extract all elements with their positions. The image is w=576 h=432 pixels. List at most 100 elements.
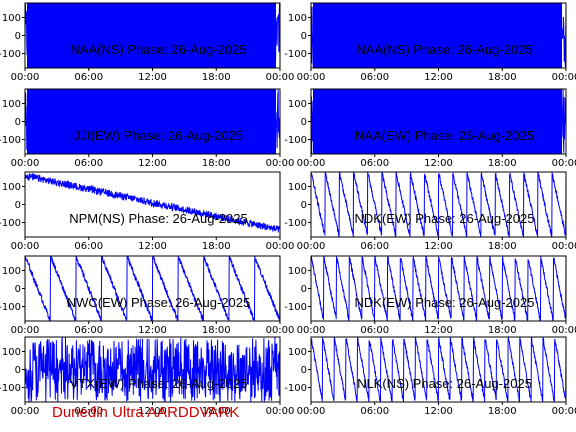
y-tick-label: -100 bbox=[284, 218, 307, 229]
x-tick-label: 18:00 bbox=[488, 406, 517, 417]
chart-panel-3: 100 0 -100 00:00 06:00 12:00 18:00 00:00 JJI(EW)… bbox=[0, 88, 295, 169]
x-tick-label: 06:00 bbox=[74, 72, 103, 83]
x-tick-label: 00:00 bbox=[552, 158, 576, 169]
y-tick-label: 0 bbox=[301, 117, 307, 128]
x-tick-label: 12:00 bbox=[138, 406, 167, 417]
x-tick-label: 12:00 bbox=[424, 325, 453, 336]
x-tick-label: 12:00 bbox=[424, 72, 453, 83]
x-tick-label: 00:00 bbox=[297, 158, 326, 169]
y-tick-label: 0 bbox=[301, 365, 307, 376]
chart-panel-7: 100 0 -100 00:00 06:00 12:00 18:00 00:00 NWC(EW)… bbox=[0, 255, 294, 336]
x-tick-label: 00:00 bbox=[11, 72, 40, 83]
phase-trace bbox=[311, 172, 566, 237]
x-tick-label: 06:00 bbox=[360, 241, 389, 252]
chart-title: NAA(NS) Phase: 26-Aug-2025 bbox=[356, 42, 532, 57]
x-tick-label: 06:00 bbox=[74, 158, 103, 169]
chart-title: NDK(EW) Phase: 26-Aug-2025 bbox=[355, 211, 535, 226]
chart-panel-4: 100 0 -100 00:00 06:00 12:00 18:00 00:00 NAA(EW)… bbox=[284, 88, 576, 169]
y-tick-label: 100 bbox=[288, 266, 307, 277]
x-tick-label: 00:00 bbox=[297, 325, 326, 336]
x-tick-label: 00:00 bbox=[266, 158, 295, 169]
x-tick-label: 18:00 bbox=[488, 241, 517, 252]
y-tick-label: 100 bbox=[2, 13, 21, 24]
x-tick-label: 00:00 bbox=[297, 241, 326, 252]
x-tick-label: 18:00 bbox=[202, 406, 231, 417]
x-tick-label: 12:00 bbox=[138, 158, 167, 169]
x-tick-label: 18:00 bbox=[202, 158, 231, 169]
y-tick-label: 0 bbox=[301, 200, 307, 211]
x-tick-label: 12:00 bbox=[138, 325, 167, 336]
chart-title: JJI(EW) Phase: 26-Aug-2025 bbox=[74, 128, 243, 143]
y-tick-label: 0 bbox=[301, 31, 307, 42]
x-tick-label: 18:00 bbox=[202, 72, 231, 83]
x-tick-label: 12:00 bbox=[424, 241, 453, 252]
x-tick-label: 12:00 bbox=[138, 72, 167, 83]
chart-panel-9: 100 0 -100 00:00 06:00 12:00 18:00 00:00 VTX(EW)… bbox=[0, 336, 294, 417]
y-tick-label: -100 bbox=[284, 302, 307, 313]
chart-panel-6: 100 0 -100 00:00 06:00 12:00 18:00 00:00 NDK(EW)… bbox=[284, 171, 576, 252]
y-tick-label: 0 bbox=[15, 200, 21, 211]
y-tick-label: -100 bbox=[284, 383, 307, 394]
y-tick-label: -100 bbox=[0, 135, 21, 146]
x-tick-label: 06:00 bbox=[74, 406, 103, 417]
x-tick-label: 12:00 bbox=[138, 241, 167, 252]
chart-panel-5: 100 0 -100 00:00 06:00 12:00 18:00 00:00 NPM(NS)… bbox=[0, 171, 295, 252]
x-tick-label: 18:00 bbox=[488, 72, 517, 83]
y-tick-label: 100 bbox=[2, 182, 21, 193]
x-tick-label: 00:00 bbox=[266, 241, 295, 252]
chart-panel-10: 100 0 -100 00:00 06:00 12:00 18:00 00:00 NLK(NS)… bbox=[284, 336, 576, 417]
x-tick-label: 00:00 bbox=[552, 406, 576, 417]
y-tick-label: 100 bbox=[288, 99, 307, 110]
y-tick-label: 0 bbox=[15, 117, 21, 128]
y-tick-label: -100 bbox=[284, 49, 307, 60]
x-tick-label: 18:00 bbox=[488, 158, 517, 169]
chart-title: NAA(EW) Phase: 26-Aug-2025 bbox=[355, 128, 534, 143]
y-tick-label: 100 bbox=[2, 266, 21, 277]
phase-trace bbox=[311, 3, 566, 68]
x-tick-label: 00:00 bbox=[297, 406, 326, 417]
x-tick-label: 00:00 bbox=[552, 325, 576, 336]
phase-trace bbox=[25, 337, 280, 402]
x-tick-label: 00:00 bbox=[297, 72, 326, 83]
x-tick-label: 00:00 bbox=[11, 241, 40, 252]
phase-trace bbox=[25, 256, 280, 321]
chart-panel-1: 100 0 -100 00:00 06:00 12:00 18:00 00:00 NAA(NS)… bbox=[0, 2, 295, 83]
x-tick-label: 06:00 bbox=[74, 325, 103, 336]
chart-title: NWC(EW) Phase: 26-Aug-2025 bbox=[67, 295, 251, 310]
x-tick-label: 06:00 bbox=[360, 72, 389, 83]
x-tick-label: 00:00 bbox=[552, 72, 576, 83]
y-tick-label: 100 bbox=[2, 347, 21, 358]
x-tick-label: 18:00 bbox=[488, 325, 517, 336]
phase-trace bbox=[25, 3, 280, 68]
y-tick-label: 100 bbox=[2, 99, 21, 110]
y-tick-label: 0 bbox=[15, 284, 21, 295]
chart-title: NAA(NS) Phase: 26-Aug-2025 bbox=[70, 42, 246, 57]
x-tick-label: 06:00 bbox=[360, 325, 389, 336]
x-tick-label: 18:00 bbox=[202, 241, 231, 252]
y-tick-label: 0 bbox=[301, 284, 307, 295]
phase-trace bbox=[25, 89, 280, 154]
x-tick-label: 06:00 bbox=[360, 406, 389, 417]
x-tick-label: 18:00 bbox=[202, 325, 231, 336]
phase-trace bbox=[311, 89, 566, 154]
phase-trace bbox=[311, 256, 566, 321]
y-tick-label: -100 bbox=[284, 135, 307, 146]
x-tick-label: 06:00 bbox=[360, 158, 389, 169]
y-tick-label: 0 bbox=[15, 365, 21, 376]
x-tick-label: 06:00 bbox=[74, 241, 103, 252]
x-tick-label: 00:00 bbox=[266, 72, 295, 83]
chart-panel-8: 100 0 -100 00:00 06:00 12:00 18:00 00:00 NDK(EW)… bbox=[284, 255, 576, 336]
y-tick-label: 100 bbox=[288, 182, 307, 193]
x-tick-label: 12:00 bbox=[424, 158, 453, 169]
x-tick-label: 00:00 bbox=[11, 325, 40, 336]
footer-label: Dunedin Ultra AARDDVARK bbox=[52, 404, 240, 421]
phase-trace bbox=[311, 337, 566, 402]
y-tick-label: -100 bbox=[0, 302, 21, 313]
chart-title: NPM(NS) Phase: 26-Aug-2025 bbox=[69, 211, 247, 226]
chart-title: VTX(EW) Phase: 26-Aug-2025 bbox=[70, 376, 248, 391]
x-tick-label: 00:00 bbox=[552, 241, 576, 252]
y-tick-label: -100 bbox=[0, 383, 21, 394]
x-tick-label: 00:00 bbox=[11, 158, 40, 169]
y-tick-label: 100 bbox=[288, 347, 307, 358]
